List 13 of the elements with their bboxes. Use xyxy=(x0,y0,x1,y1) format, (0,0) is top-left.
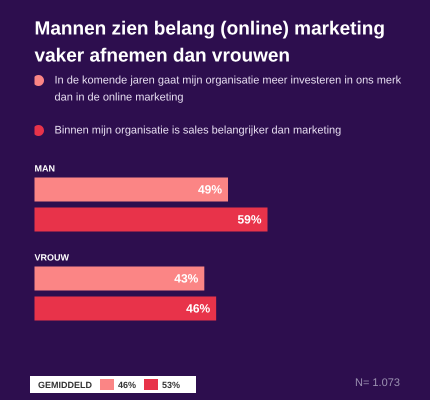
data-label: 46% xyxy=(186,302,210,316)
data-label: 43% xyxy=(174,272,199,286)
chart-title: Mannen zien belang (online) marketing vaker afnemen dan vrouwen xyxy=(34,18,385,66)
data-label: 59% xyxy=(237,212,262,226)
data-label: 49% xyxy=(198,182,222,196)
text: 46% xyxy=(118,380,136,390)
legend-label: In de komende jaren gaat mijn organisatie meer investeren in ons merk dan in de online marketing xyxy=(54,74,402,104)
text: N= 1.073 xyxy=(355,377,400,389)
text: 53% xyxy=(162,380,180,390)
legend-label: Binnen mijn organisatie is sales belangrijker dan marketing xyxy=(54,124,342,136)
y-tick-label: MAN xyxy=(34,164,55,174)
text: GEMIDDELD xyxy=(38,380,92,390)
y-tick-label: VROUW xyxy=(34,252,70,262)
